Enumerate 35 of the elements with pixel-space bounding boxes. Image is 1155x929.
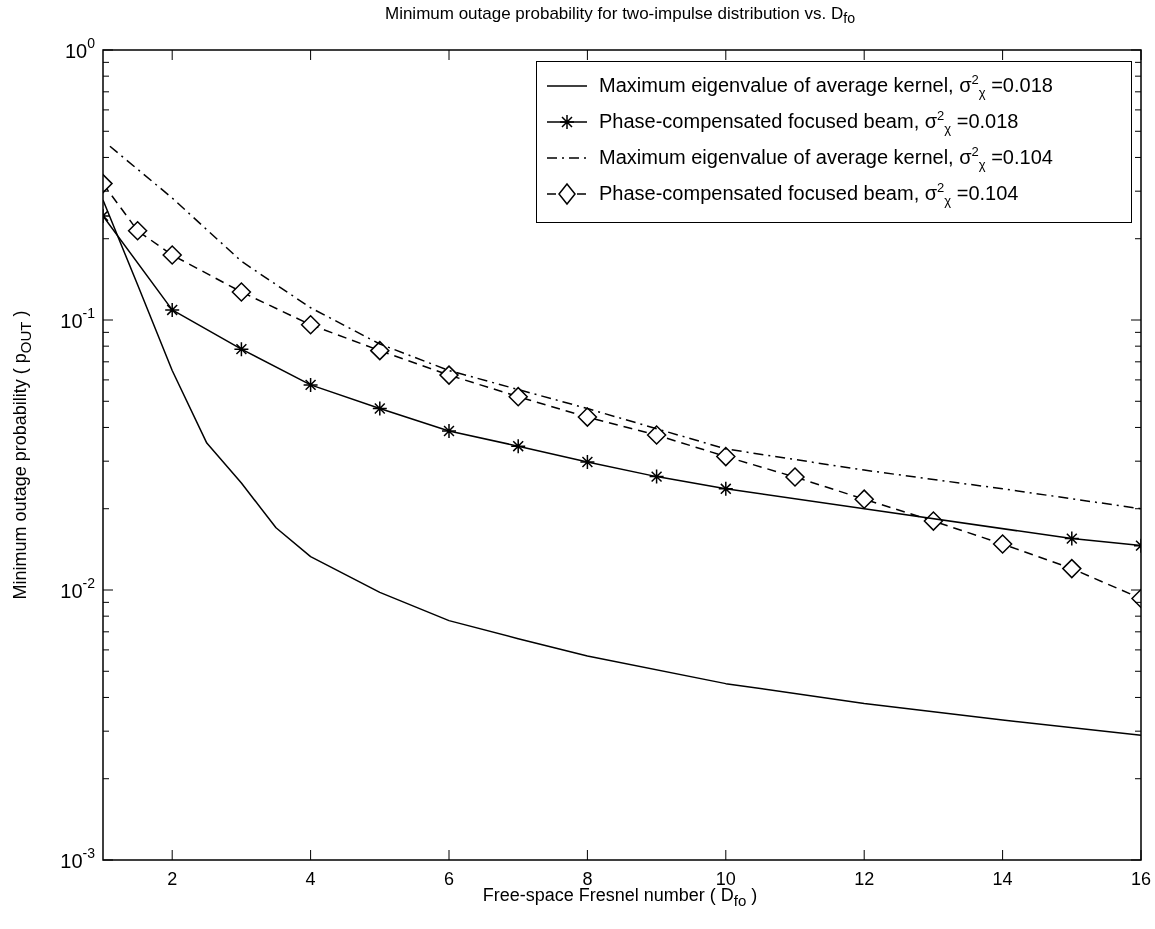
point: [441, 423, 457, 439]
x-tick-label: 16: [1130, 868, 1152, 889]
point: [648, 468, 665, 485]
point: [233, 341, 250, 357]
point: [718, 481, 734, 497]
x-tick-label: 2: [167, 868, 178, 889]
point: [439, 365, 459, 385]
point: [508, 386, 528, 407]
point: [1064, 530, 1080, 547]
point: [854, 489, 874, 509]
legend-label: Maximum eigenvalue of average kernel, σ$^{2}$$_{χ}$ =0.104: [599, 144, 1053, 172]
point: [785, 467, 805, 487]
x-tick-label: 4: [305, 868, 316, 889]
point: [300, 315, 321, 335]
point: [992, 534, 1013, 554]
point: [510, 438, 526, 454]
legend-label: Phase-compensated focused beam, σ$^{2}$$_{χ}$ =0.104: [599, 180, 1019, 208]
point: [302, 377, 319, 393]
point: [164, 302, 180, 318]
point: [127, 221, 148, 241]
point: [162, 245, 182, 265]
point: [716, 446, 736, 467]
legend-label: Maximum eigenvalue of average kernel, σ$^{2}$$_{χ}$ =0.018: [599, 72, 1053, 100]
point: [372, 400, 388, 417]
point: [1062, 558, 1082, 579]
point: [577, 407, 598, 427]
chart-title: Minimum outage probability for two-impulse distribution vs. D$_{fo}$: [384, 4, 856, 27]
x-tick-label: 14: [992, 868, 1013, 889]
point: [231, 282, 252, 302]
point: [370, 340, 390, 361]
legend-label: Phase-compensated focused beam, σ$^{2}$$_{χ}$ =0.018: [599, 108, 1019, 136]
point: [646, 425, 667, 445]
x-tick-label: 12: [854, 868, 875, 889]
point: [579, 454, 596, 470]
x-tick-label: 6: [443, 868, 455, 889]
